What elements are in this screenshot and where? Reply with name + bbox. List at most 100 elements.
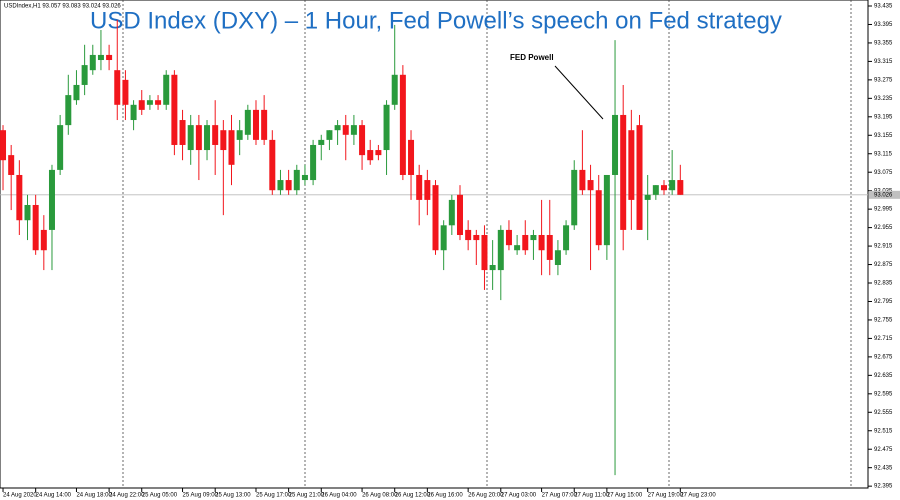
candle-body [244,109,251,135]
candle-body [644,194,651,200]
candle-body [81,65,88,85]
candle-body [465,229,472,241]
candle-body [146,100,153,105]
candle-body [204,125,211,151]
candle-body [122,79,129,105]
last-price-label: 93.026 [874,192,893,198]
candle-body [40,229,47,251]
candle-body [0,130,7,161]
candle-body [326,130,333,140]
candle-body [481,234,488,271]
y-tick-label: 92.635 [874,373,893,379]
candle-body [399,74,406,175]
x-tick-label: 25 Aug 21:00 [289,493,325,499]
candle-body [301,174,308,181]
candle-body [612,114,619,175]
candle-body [57,125,64,170]
candle-body [195,125,202,151]
candle-body [391,74,398,105]
x-tick-label: 24 Aug 18:00 [76,493,112,499]
y-tick-label: 92.835 [874,281,893,287]
candle-body [375,150,382,156]
x-tick-label: 24 Aug 14:00 [36,493,72,499]
candle-body [138,100,145,110]
y-tick-label: 92.555 [874,410,893,416]
y-tick-label: 93.355 [874,41,893,47]
candle-body [350,125,357,135]
candle-body [228,130,235,165]
candle-body [669,180,676,191]
y-tick-label: 92.915 [874,244,893,250]
candle-body [318,139,325,145]
candle-body [628,130,635,200]
candle-body [587,180,594,191]
candle-body [505,229,512,246]
candle-body [473,234,480,241]
annotation: FED Powell [510,53,554,62]
candle-body [424,180,431,200]
y-tick-label: 92.795 [874,299,893,305]
x-tick-label: 27 Aug 23:00 [680,493,716,499]
y-tick-label: 93.315 [874,59,893,65]
candle-body [171,74,178,145]
candle-body [432,185,439,251]
y-tick-label: 92.955 [874,225,893,231]
y-tick-label: 92.515 [874,428,893,434]
y-tick-label: 93.275 [874,77,893,83]
x-tick-label: 27 Aug 19:00 [648,493,684,499]
candle-body [595,190,602,246]
x-tick-label: 24 Aug 22:00 [109,493,145,499]
x-tick-label: 26 Aug 12:00 [395,493,431,499]
candle-body [334,125,341,131]
candle-body [367,150,374,161]
x-tick-label: 27 Aug 11:00 [574,493,610,499]
candle-body [554,250,561,266]
candle-body [220,130,227,151]
candle-body [293,169,300,191]
candle-body [48,169,55,230]
x-tick-label: 26 Aug 08:00 [362,493,398,499]
candle-body [269,139,276,191]
candle-body [106,54,113,61]
candle-body [310,144,317,181]
x-tick-label: 27 Aug 07:00 [542,493,578,499]
y-tick-label: 92.715 [874,336,893,342]
y-tick-label: 92.875 [874,262,893,268]
candle-body [212,125,219,145]
y-tick-label: 92.595 [874,391,893,397]
candle-body [416,174,423,200]
candle-body [563,225,570,251]
candle-body [514,245,521,251]
candle-body [130,104,137,121]
info: USDIndex,H1 93.057 93.083 93.024 93.026 [4,4,121,10]
x-tick-label: 26 Aug 16:00 [427,493,463,499]
chart-title: USD Index (DXY) – 1 Hour, Fed Powell’s s… [90,7,782,34]
candle-body [114,70,121,105]
candle-body [24,204,31,221]
y-tick-label: 92.995 [874,207,893,213]
candle-body [497,229,504,271]
candle-body [448,199,455,226]
y-tick-label: 92.435 [874,465,893,471]
candle-body [571,169,578,226]
candle-body [579,169,586,191]
candle-body [546,234,553,260]
candle-body [89,54,96,71]
candle-body [522,234,529,251]
candle-body [456,194,463,235]
x-tick-label: 26 Aug 20:00 [468,493,504,499]
x-tick-label: 26 Aug 04:00 [321,493,357,499]
candle-body [530,234,537,241]
y-tick-label: 93.395 [874,22,893,28]
candle-body [660,185,667,191]
candle-body [73,84,80,101]
candle-body [383,104,390,151]
last-price-box [869,190,900,199]
x-tick-label: 25 Aug 05:00 [142,493,178,499]
candle-body [97,54,104,61]
candle-body [261,109,268,140]
candle-body [8,155,15,175]
candle-body [32,204,39,251]
x-tick-label: 24 Aug 2020 [3,493,37,499]
